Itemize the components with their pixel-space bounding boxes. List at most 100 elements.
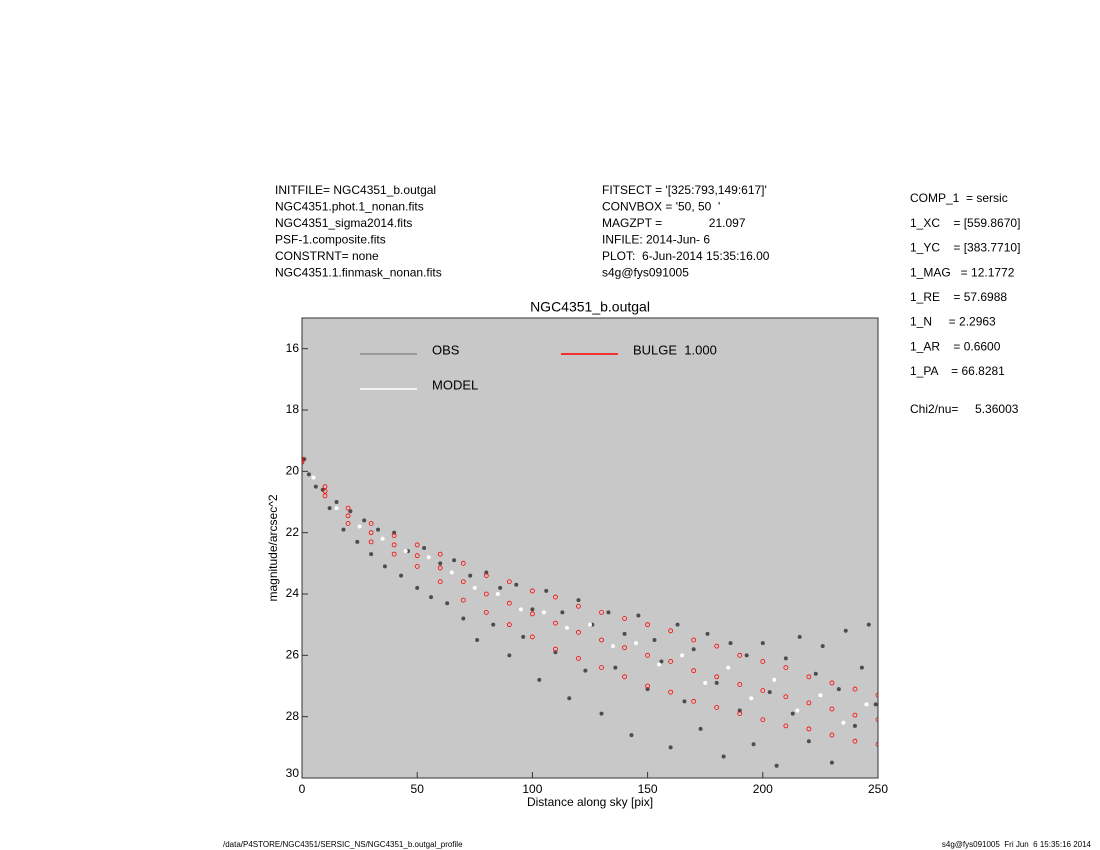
- x-tick-label: 200: [753, 782, 773, 796]
- point: [322, 493, 328, 499]
- point: [483, 610, 489, 615]
- point: [345, 521, 351, 526]
- point: [875, 741, 878, 747]
- point: [544, 588, 549, 593]
- point: [760, 717, 766, 723]
- point: [576, 629, 581, 635]
- point: [475, 638, 480, 642]
- y-tick-label: 20: [286, 464, 300, 478]
- info-right: 1_RE = 57.6988: [910, 290, 1007, 304]
- point: [452, 558, 457, 563]
- x-tick-label: 150: [638, 782, 658, 796]
- point: [829, 680, 835, 686]
- point: [460, 560, 466, 566]
- point: [668, 659, 674, 664]
- point: [506, 579, 512, 585]
- point: [437, 565, 443, 571]
- point: [583, 668, 588, 673]
- point: [322, 488, 328, 494]
- point: [302, 458, 305, 463]
- point: [645, 683, 650, 689]
- info-middle: s4g@fys091005: [602, 266, 689, 280]
- info-right: 1_AR = 0.6600: [910, 339, 1001, 353]
- point: [783, 656, 788, 661]
- point: [829, 732, 835, 738]
- point: [714, 674, 720, 680]
- point: [311, 475, 316, 480]
- point: [772, 677, 777, 682]
- point: [472, 585, 477, 590]
- point: [530, 634, 535, 640]
- point: [659, 659, 664, 664]
- legend-label: MODEL: [432, 377, 478, 392]
- point: [403, 549, 408, 554]
- point: [518, 607, 523, 612]
- x-tick-label: 50: [411, 782, 425, 796]
- y-axis-label: magnitude/arcsec^2: [266, 494, 280, 601]
- info-middle: MAGZPT = 21.097: [602, 216, 746, 230]
- point: [613, 665, 618, 670]
- point: [380, 536, 385, 541]
- point: [521, 634, 526, 639]
- point: [875, 692, 878, 698]
- point: [599, 711, 604, 716]
- point: [576, 603, 581, 609]
- point: [622, 616, 627, 621]
- point: [345, 505, 351, 511]
- point: [843, 628, 848, 633]
- point: [576, 598, 581, 603]
- point: [760, 641, 765, 646]
- point: [829, 706, 835, 712]
- point: [751, 742, 756, 747]
- point: [506, 600, 512, 606]
- point: [668, 689, 674, 695]
- point: [721, 754, 726, 759]
- point: [714, 705, 720, 710]
- point: [767, 690, 772, 695]
- point: [313, 484, 318, 489]
- footer-left: /data/P4STORE/NGC4351/SERSIC_NS/NGC4351_…: [223, 840, 463, 849]
- point: [691, 647, 696, 652]
- plot-frame: [301, 317, 879, 779]
- point: [414, 553, 420, 559]
- point: [369, 552, 374, 557]
- point: [382, 564, 387, 569]
- point: [737, 682, 743, 687]
- point: [797, 634, 802, 639]
- info-left: PSF-1.composite.fits: [275, 233, 386, 247]
- point: [806, 674, 812, 680]
- point: [302, 459, 305, 465]
- point: [622, 645, 627, 651]
- point: [806, 700, 812, 706]
- chart-title: NGC4351_b.outgal: [530, 299, 650, 315]
- point: [668, 745, 673, 750]
- point: [599, 637, 604, 643]
- y-tick-label: 26: [286, 648, 300, 662]
- point: [429, 595, 434, 600]
- point: [460, 597, 466, 603]
- point: [852, 712, 858, 718]
- point: [760, 659, 766, 664]
- point: [541, 610, 546, 615]
- info-right: 1_N = 2.2963: [910, 315, 996, 329]
- point: [634, 641, 639, 646]
- point: [348, 509, 353, 514]
- point: [576, 656, 581, 661]
- point: [703, 680, 708, 685]
- point: [560, 610, 565, 615]
- point: [567, 696, 572, 701]
- point: [460, 579, 466, 585]
- point: [302, 456, 305, 462]
- point: [636, 613, 641, 618]
- point: [818, 693, 823, 698]
- point: [698, 726, 703, 731]
- point: [599, 610, 604, 615]
- x-tick-label: 250: [868, 782, 888, 796]
- point: [449, 570, 454, 575]
- point: [859, 665, 864, 670]
- point: [737, 652, 743, 658]
- point: [652, 638, 657, 642]
- point: [705, 631, 710, 636]
- point: [306, 472, 311, 477]
- point: [622, 631, 627, 636]
